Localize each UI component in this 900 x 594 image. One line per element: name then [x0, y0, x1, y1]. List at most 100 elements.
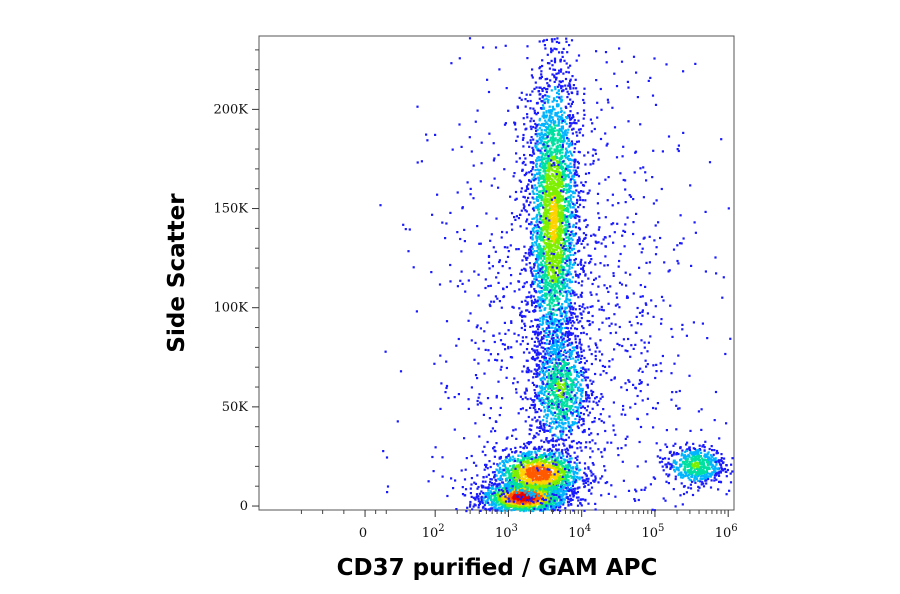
event-dot [565, 192, 568, 195]
event-dot [527, 478, 530, 481]
event-dot [569, 190, 572, 193]
event-dot [542, 188, 546, 191]
event-dot [526, 466, 529, 469]
event-dot [531, 504, 534, 507]
event-dot [525, 478, 529, 482]
event-dot [509, 473, 513, 476]
event-dot [582, 498, 585, 501]
event-dot [484, 492, 487, 495]
event-dot [545, 339, 549, 342]
event-dot [578, 478, 581, 481]
event-dot [561, 452, 564, 455]
event-dot [525, 227, 528, 230]
event-dot [522, 510, 525, 513]
event-dot [531, 146, 534, 149]
event-dot [488, 503, 491, 506]
event-dot [489, 490, 492, 493]
event-dot [548, 202, 551, 205]
event-dot [571, 177, 574, 180]
event-dot [557, 277, 560, 280]
event-dot [547, 173, 550, 176]
event-dot [536, 499, 539, 503]
event-dot [518, 479, 521, 482]
event-dot [541, 167, 544, 170]
event-dot [559, 349, 563, 352]
event-dot [527, 492, 530, 495]
event-dot [572, 223, 575, 226]
event-dot [541, 505, 544, 508]
event-dot [574, 308, 577, 311]
event-dot [550, 492, 553, 495]
event-dot [558, 69, 561, 72]
event-dot [570, 194, 573, 197]
event-dot [561, 495, 564, 498]
event-dot [526, 459, 529, 462]
event-dot [538, 285, 541, 288]
event-dot [546, 479, 549, 482]
event-dot [511, 451, 514, 454]
event-dot [558, 225, 561, 228]
event-dot [551, 503, 554, 506]
event-dot [547, 453, 550, 456]
event-dot [530, 74, 533, 77]
event-dot [556, 473, 559, 476]
event-dot [535, 236, 538, 239]
event-dot [571, 225, 574, 228]
event-dot [551, 485, 554, 488]
event-dot [549, 208, 552, 211]
event-dot [569, 78, 572, 81]
event-dot [541, 480, 544, 483]
event-dot [554, 444, 557, 447]
event-dot [537, 351, 540, 354]
event-dot [511, 487, 514, 490]
event-dot [521, 487, 524, 490]
event-dot [520, 187, 523, 190]
event-dot [538, 508, 541, 511]
event-dot [525, 453, 528, 456]
event-dot [546, 77, 549, 80]
event-dot [496, 507, 499, 510]
event-dot [512, 474, 515, 477]
event-dot [558, 193, 561, 197]
event-dot [560, 180, 564, 183]
event-dot [556, 37, 559, 40]
event-dot [538, 117, 541, 120]
event-dot [558, 451, 561, 454]
event-dot [542, 177, 545, 180]
event-dot [537, 268, 540, 271]
event-dot [552, 491, 555, 494]
event-dot [507, 497, 510, 500]
event-dot [562, 483, 565, 486]
event-dot [554, 461, 557, 464]
event-dot [566, 249, 569, 253]
event-dot [538, 481, 541, 484]
event-dot [551, 144, 554, 147]
event-dot [542, 294, 545, 297]
event-dot [551, 216, 555, 219]
event-dot [562, 179, 565, 182]
event-dot [546, 495, 549, 498]
event-dot [540, 194, 543, 197]
event-dot [562, 170, 565, 173]
event-dot [539, 508, 542, 512]
event-dot [574, 169, 577, 172]
event-dot [552, 232, 556, 235]
event-dot [555, 466, 558, 469]
event-dot [538, 467, 541, 470]
event-dot [529, 141, 533, 144]
event-dot [570, 488, 573, 491]
event-dot [569, 263, 572, 266]
event-dot [539, 299, 542, 302]
event-dot [555, 494, 558, 497]
event-dot [549, 124, 552, 127]
event-dot [596, 192, 600, 195]
event-dot [510, 502, 513, 505]
event-dot [509, 485, 512, 488]
event-dot [567, 159, 571, 162]
event-dot [534, 274, 537, 277]
event-dot [530, 485, 533, 488]
event-dot [494, 506, 497, 509]
event-dot [525, 480, 528, 483]
event-dot [533, 446, 536, 449]
event-dot [493, 455, 496, 458]
